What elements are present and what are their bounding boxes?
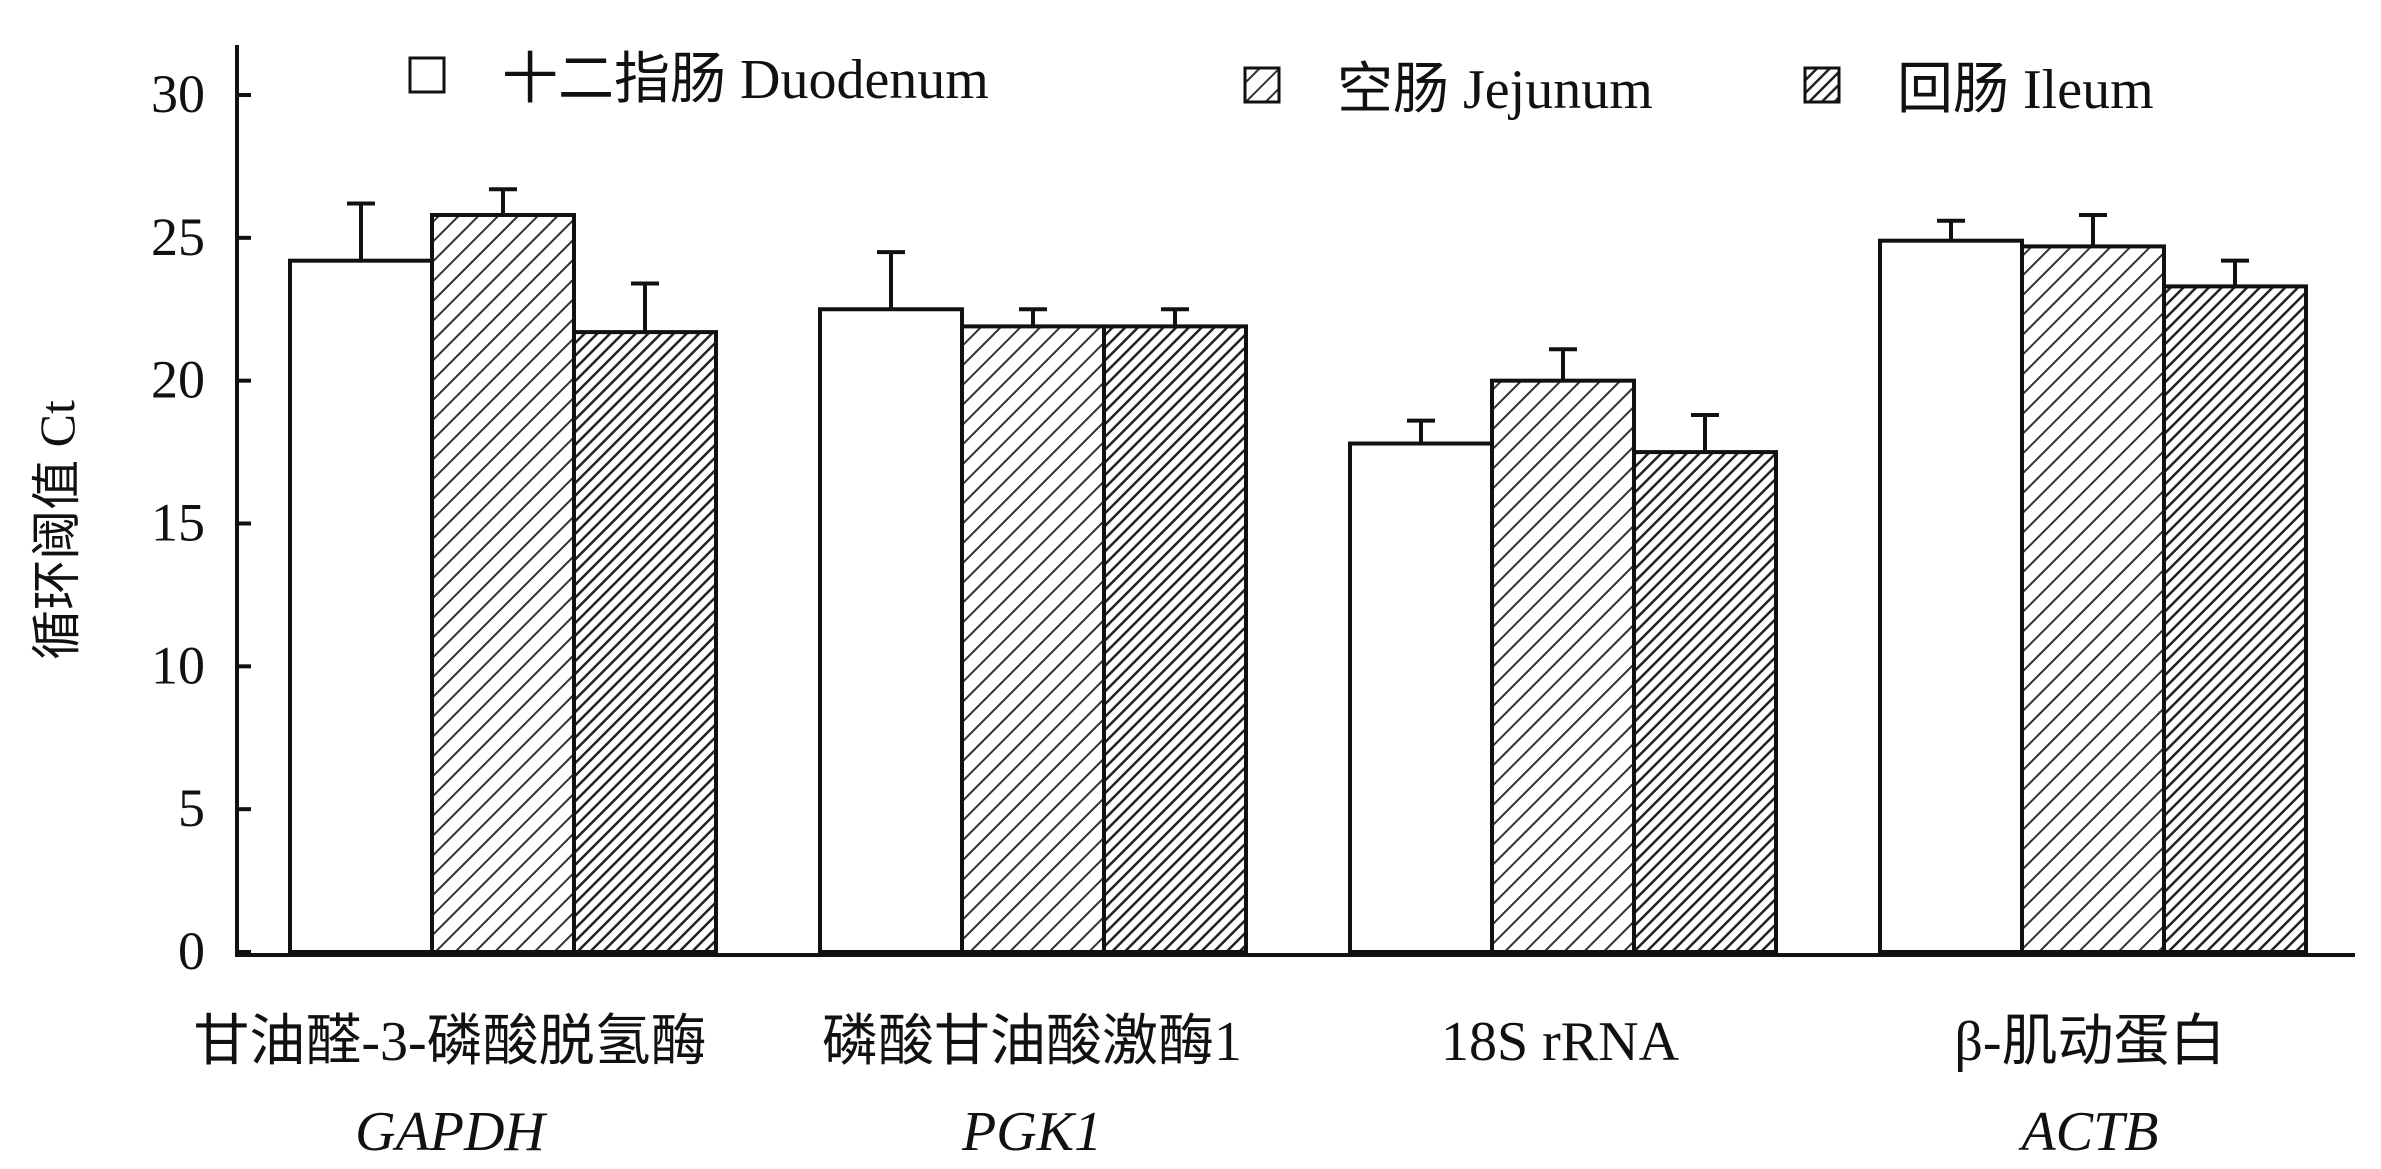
bar-0-series-0 xyxy=(288,258,434,955)
category-gene-label-3: ACTB xyxy=(2018,1101,2159,1163)
y-tick-label-20: 20 xyxy=(151,350,205,410)
bar-3-series-2 xyxy=(2162,284,2308,954)
y-axis-title: 循环阈值 Ct xyxy=(29,400,85,660)
bar-2-series-0 xyxy=(1348,441,1494,954)
legend-swatch-2 xyxy=(1803,66,1841,104)
y-tick-label-5: 5 xyxy=(178,778,205,838)
bar-3-series-0 xyxy=(1878,238,2024,954)
bar-0-series-2 xyxy=(572,330,718,954)
y-tick-label-10: 10 xyxy=(151,635,205,695)
y-tick-label-30: 30 xyxy=(151,64,205,124)
bar-2-series-2 xyxy=(1632,450,1778,954)
category-gene-label-0: GAPDH xyxy=(355,1101,547,1163)
bar-2-series-1 xyxy=(1490,378,1636,954)
legend-swatch-0 xyxy=(408,56,446,94)
category-label-1: 磷酸甘油酸激酶1 xyxy=(822,1011,1242,1073)
y-tick-label-0: 0 xyxy=(178,921,205,981)
category-label-0: 甘油醛-3-磷酸脱氢酶 xyxy=(193,1011,706,1073)
legend-swatch-1 xyxy=(1243,66,1281,104)
bar-3-series-1 xyxy=(2020,244,2166,955)
category-gene-label-1: PGK1 xyxy=(961,1101,1102,1163)
y-tick-label-25: 25 xyxy=(151,207,205,267)
bar-1-series-1 xyxy=(960,324,1106,954)
y-tick-label-15: 15 xyxy=(151,493,205,553)
category-label-2: 18S rRNA xyxy=(1441,1011,1680,1073)
legend-label-2: 回肠 Ileum xyxy=(1897,59,2154,121)
legend-label-0: 十二指肠 Duodenum xyxy=(502,49,989,111)
category-label-3: β-肌动蛋白 xyxy=(1954,1011,2225,1073)
bar-1-series-2 xyxy=(1102,324,1248,954)
bar-1-series-0 xyxy=(818,307,964,954)
bar-0-series-1 xyxy=(430,212,576,955)
legend-label-1: 空肠 Jejunum xyxy=(1337,59,1653,121)
